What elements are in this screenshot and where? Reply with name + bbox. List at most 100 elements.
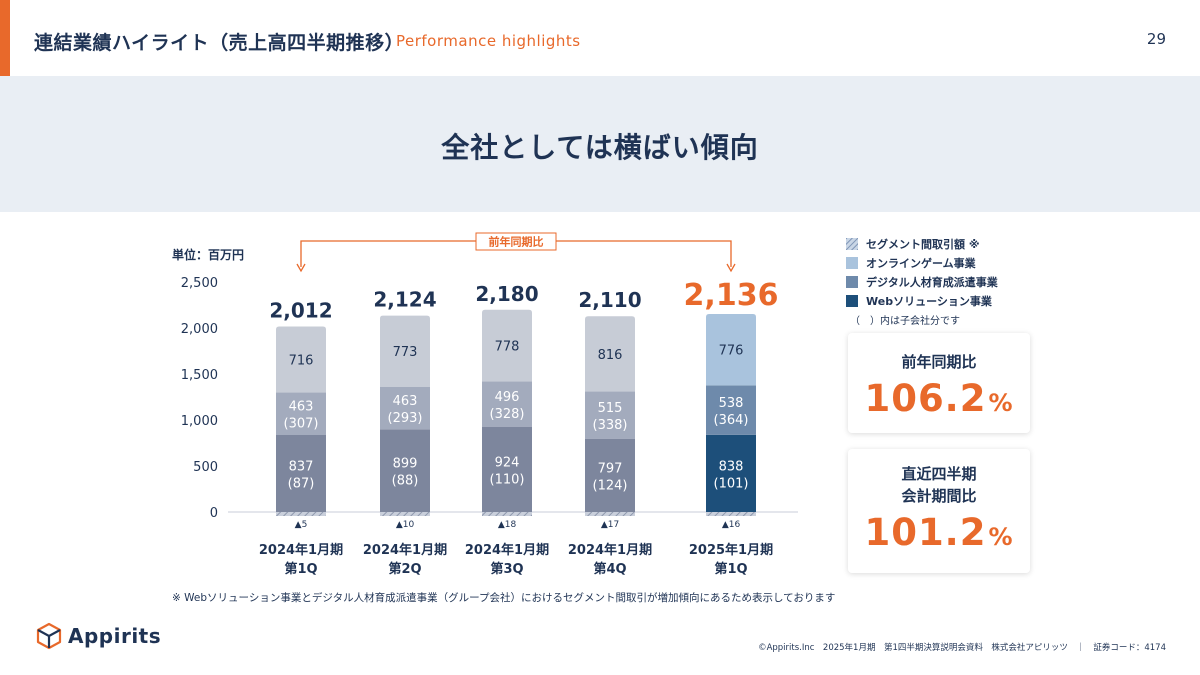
x-category-year: 2024年1月期 (259, 542, 343, 558)
online-game-value: 776 (719, 344, 744, 359)
headline-banner (0, 76, 1200, 212)
legend-label-digital-talent: デジタル人材育成派遣事業 (866, 275, 998, 289)
web-solution-subsidiary: (110) (490, 472, 525, 487)
y-tick-label: 1,000 (181, 414, 218, 429)
y-tick-label: 0 (210, 506, 218, 521)
total-label: 2,110 (578, 288, 641, 312)
bar-segment-elimination (276, 512, 326, 516)
digital-talent-subsidiary: (307) (284, 417, 319, 432)
elimination-label: ▲16 (722, 520, 741, 530)
bar-segment-elimination (482, 512, 532, 516)
online-game-value: 773 (393, 345, 418, 360)
web-solution-value: 837 (289, 459, 314, 474)
bar-segment-digital-talent (276, 392, 326, 435)
web-solution-subsidiary: (101) (714, 476, 749, 491)
company-logo: Appirits (36, 622, 161, 650)
x-category-year: 2025年1月期 (689, 542, 773, 558)
page-subtitle: Performance highlights (396, 32, 581, 50)
yoy-card-value-wrap: 106.2% (848, 377, 1030, 420)
qoq-card: 直近四半期 会計期間比 101.2% (848, 449, 1030, 573)
yoy-card-label: 前年同期比 (901, 353, 977, 371)
web-solution-value: 838 (719, 459, 744, 474)
yoy-card-value: 106.2 (864, 377, 987, 420)
web-solution-value: 899 (393, 457, 418, 472)
legend-item-online-game: オンラインゲーム事業 (846, 253, 998, 272)
bar-segment-web-solution (706, 434, 756, 512)
y-tick-label: 500 (193, 460, 218, 475)
qoq-card-label: 直近四半期 会計期間比 (848, 463, 1030, 507)
x-category-quarter: 第1Q (714, 561, 747, 577)
bar-segment-elimination (585, 512, 635, 516)
legend-label-elimination: セグメント間取引額 ※ (866, 237, 980, 251)
bar-segment-digital-talent (585, 391, 635, 439)
web-solution-value: 797 (598, 461, 623, 476)
legend-label-web-solution: Webソリューション事業 (866, 294, 992, 308)
chart-legend: セグメント間取引額 ※ オンラインゲーム事業 デジタル人材育成派遣事業 Webソ… (846, 234, 998, 327)
bar-segment-online-game (482, 309, 532, 382)
qoq-card-value: 101.2 (864, 511, 987, 554)
yoy-arrow-left (296, 263, 306, 273)
yoy-label-text: 前年同期比 (489, 235, 544, 249)
qoq-card-value-wrap: 101.2% (848, 511, 1030, 554)
elimination-label: ▲5 (295, 520, 308, 530)
x-category-quarter: 第4Q (593, 561, 626, 577)
bar-segment-online-game (585, 316, 635, 392)
legend-swatch-digital-talent (846, 275, 858, 288)
legend-label-online-game: オンラインゲーム事業 (866, 256, 976, 270)
x-category-year: 2024年1月期 (465, 542, 549, 558)
digital-talent-value: 538 (719, 396, 744, 411)
bar-segment-digital-talent (380, 386, 430, 430)
headline-text: 全社としては横ばい傾向 (441, 131, 759, 164)
legend-swatch-online-game (846, 256, 858, 269)
copyright-text: ©Appirits.Inc 2025年1月期 第1四半期決算説明会資料 株式会社… (758, 643, 1166, 653)
digital-talent-subsidiary: (293) (388, 411, 423, 426)
revenue-stacked-bar-chart: 単位：百万円 0 500 1,000 1,500 2,000 2,500 ▲5 837 (87) 4… (172, 232, 798, 577)
yoy-card: 前年同期比 106.2% (848, 333, 1030, 433)
digital-talent-subsidiary: (328) (490, 407, 525, 422)
qoq-card-label-line1: 直近四半期 (901, 465, 977, 483)
bar-segment-elimination (706, 512, 756, 516)
legend-item-digital-talent: デジタル人材育成派遣事業 (846, 272, 998, 291)
x-category-year: 2024年1月期 (568, 542, 652, 558)
logo-text: Appirits (68, 624, 162, 648)
x-category-quarter: 第2Q (388, 561, 421, 577)
total-label: 2,180 (475, 282, 538, 306)
legend-item-web-solution: Webソリューション事業 (846, 291, 998, 310)
qoq-card-label-line2: 会計期間比 (901, 487, 977, 505)
yoy-card-unit: % (988, 389, 1014, 417)
legend-note: （ ）内は子会社分です (850, 316, 960, 327)
y-tick-label: 2,500 (181, 276, 218, 291)
bar-segment-web-solution (482, 426, 532, 512)
page-number: 29 (1146, 30, 1166, 48)
bar-segment-digital-talent (706, 385, 756, 435)
yoy-arrow-right (726, 263, 736, 273)
web-solution-value: 924 (495, 455, 520, 470)
bar-segment-web-solution (585, 438, 635, 512)
bar-segment-web-solution (276, 434, 326, 512)
digital-talent-value: 515 (598, 401, 623, 416)
page-title: 連結業績ハイライト（売上高四半期推移） (34, 32, 405, 54)
digital-talent-subsidiary: (338) (593, 418, 628, 433)
web-solution-subsidiary: (124) (593, 478, 628, 493)
elimination-label: ▲17 (601, 520, 619, 530)
x-category-quarter: 第3Q (490, 561, 523, 577)
x-category-year: 2024年1月期 (363, 542, 447, 558)
online-game-value: 778 (495, 340, 520, 355)
header-accent-bar (0, 0, 10, 76)
total-label-current: 2,136 (684, 278, 779, 313)
web-solution-subsidiary: (88) (392, 474, 419, 489)
qoq-card-unit: % (988, 523, 1014, 551)
digital-talent-subsidiary: (364) (714, 413, 749, 428)
elimination-label: ▲10 (396, 520, 415, 530)
x-category-quarter: 第1Q (284, 561, 317, 577)
legend-swatch-web-solution (846, 294, 858, 307)
cube-logo-icon (36, 622, 62, 650)
bar-segment-online-game (276, 326, 326, 393)
y-tick-label: 2,000 (181, 322, 218, 337)
bar-segment-online-game (706, 314, 756, 386)
bar-segment-online-game (380, 315, 430, 387)
digital-talent-value: 463 (393, 394, 418, 409)
legend-item-elimination: セグメント間取引額 ※ (846, 234, 998, 253)
total-label: 2,124 (373, 288, 436, 312)
digital-talent-value: 463 (289, 400, 314, 415)
